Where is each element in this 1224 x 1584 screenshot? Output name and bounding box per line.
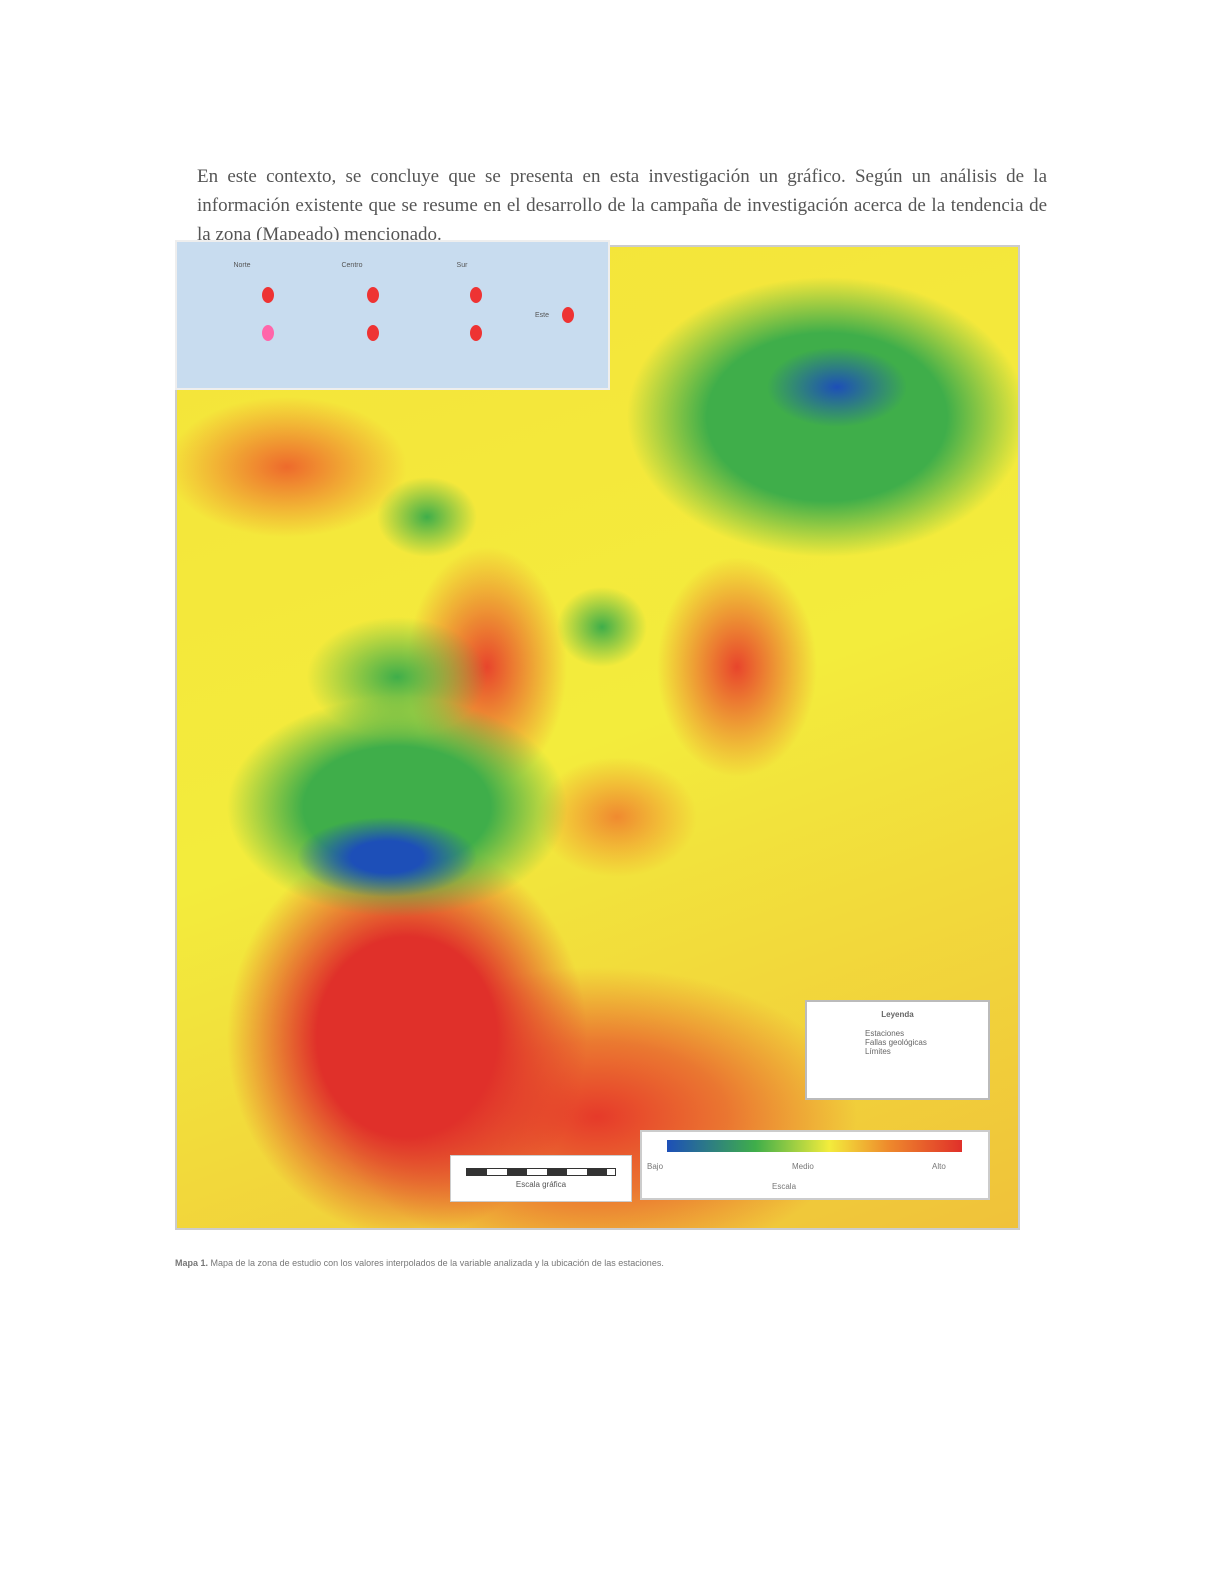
colorbar-max: Alto: [932, 1162, 946, 1171]
legend-title: Leyenda: [881, 1010, 914, 1019]
colorbar-mid: Medio: [792, 1162, 814, 1171]
inset-label: Norte: [233, 262, 251, 269]
legend-item: Estaciones: [865, 1029, 905, 1038]
color-scale: Bajo Medio Alto Escala: [640, 1130, 990, 1200]
figure-caption: Mapa 1. Mapa de la zona de estudio con l…: [175, 1257, 1020, 1269]
inset-marker: [470, 287, 482, 303]
inset-marker: [367, 325, 379, 341]
inset-marker: [470, 325, 482, 341]
inset-label: Este: [534, 312, 549, 319]
intro-paragraph: En este contexto, se concluye que se pre…: [197, 166, 1047, 245]
color-gradient: [667, 1140, 962, 1152]
colorbar-title: Escala: [772, 1182, 797, 1191]
caption-label: Mapa 1.: [175, 1258, 209, 1268]
inset-marker: [562, 307, 574, 323]
legend-item: Límites: [865, 1047, 891, 1056]
inset-marker: [262, 287, 274, 303]
map-legend: Leyenda Estaciones Fallas geológicas Lím…: [805, 1000, 990, 1100]
legend-item: Fallas geológicas: [865, 1038, 927, 1047]
inset-label: Centro: [341, 262, 363, 269]
scale-graphic: [466, 1168, 616, 1176]
inset-marker: [262, 325, 274, 341]
scale-bar: Escala gráfica: [450, 1155, 632, 1202]
scale-label: Escala gráfica: [515, 1180, 567, 1189]
inset-table: Norte Centro Sur Este: [175, 240, 610, 390]
inset-label: Sur: [456, 262, 468, 269]
inset-marker: [367, 287, 379, 303]
colorbar-min: Bajo: [647, 1162, 664, 1171]
caption-text: Mapa de la zona de estudio con los valor…: [210, 1258, 664, 1268]
